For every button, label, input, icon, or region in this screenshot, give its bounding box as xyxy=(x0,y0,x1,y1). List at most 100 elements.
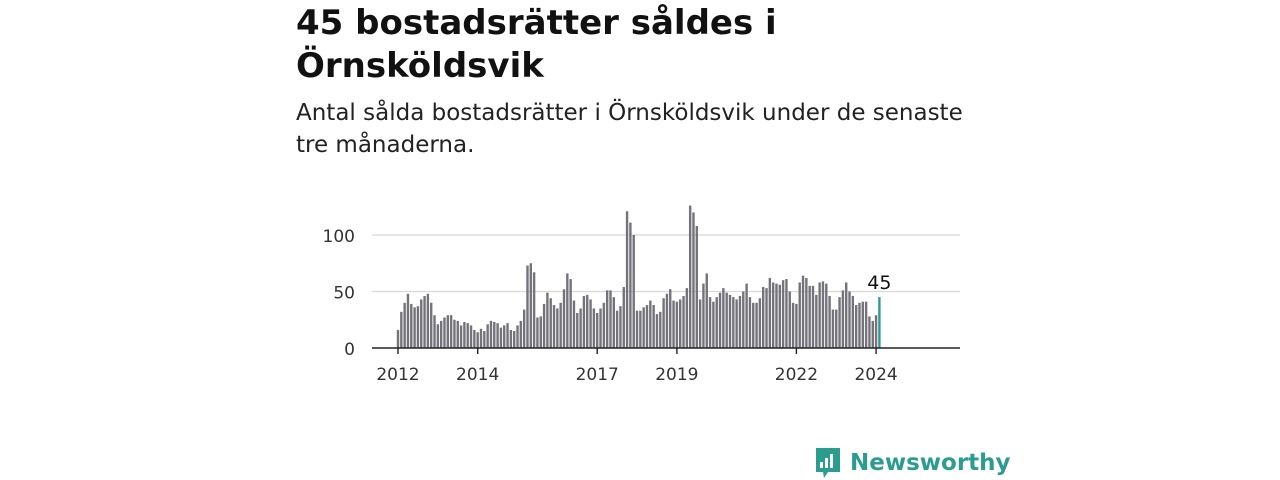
bar xyxy=(742,291,745,348)
newsworthy-logo[interactable]: Newsworthy xyxy=(814,446,1011,480)
bar xyxy=(679,299,682,348)
bar xyxy=(416,306,420,348)
bar xyxy=(748,297,752,348)
bar xyxy=(612,297,615,348)
bar xyxy=(752,302,755,348)
bar xyxy=(818,282,821,348)
bar xyxy=(446,315,449,348)
bar xyxy=(499,327,503,348)
bar xyxy=(423,296,426,348)
bar xyxy=(864,301,868,348)
bar xyxy=(821,281,825,348)
bar-highlight xyxy=(878,297,881,348)
bar xyxy=(841,290,845,348)
bar xyxy=(805,277,808,348)
bar xyxy=(473,329,476,348)
bar xyxy=(582,296,586,348)
bar xyxy=(516,325,519,348)
bar xyxy=(835,309,838,348)
bar xyxy=(828,296,831,348)
bar xyxy=(808,285,811,348)
bar xyxy=(615,310,619,348)
bar xyxy=(410,303,413,348)
bar xyxy=(579,308,582,348)
x-tick-label: 2024 xyxy=(854,365,897,385)
bar xyxy=(712,301,715,348)
bar xyxy=(655,314,659,348)
bar xyxy=(430,302,433,348)
bar xyxy=(546,292,549,348)
bar xyxy=(874,315,878,348)
bar xyxy=(815,294,818,348)
bar xyxy=(801,275,805,348)
bar xyxy=(745,283,748,348)
bar xyxy=(552,305,556,348)
bar xyxy=(420,299,423,348)
bar xyxy=(702,283,705,348)
bar xyxy=(725,292,728,348)
bar xyxy=(775,283,778,348)
bar-chart: 0 50 100 2012 2014 2017 2019 2022 2024 45 xyxy=(323,205,960,385)
bar xyxy=(503,325,506,348)
bar xyxy=(556,308,559,348)
bar xyxy=(682,296,685,348)
bar xyxy=(433,315,436,348)
bar xyxy=(675,301,679,348)
bar xyxy=(479,328,483,348)
bar xyxy=(755,302,758,348)
x-tick-label: 2014 xyxy=(456,365,499,385)
bar xyxy=(449,315,453,348)
bar xyxy=(602,302,606,348)
bar xyxy=(871,320,874,348)
bar xyxy=(605,290,609,348)
newsworthy-logo-icon xyxy=(816,448,840,478)
bar xyxy=(728,294,732,348)
bar xyxy=(788,291,791,348)
bar xyxy=(838,297,841,348)
bar xyxy=(642,307,645,348)
bar xyxy=(688,205,692,348)
bar xyxy=(738,296,742,348)
bar xyxy=(685,288,689,348)
y-axis-tick-labels: 0 50 100 xyxy=(323,227,355,360)
bar xyxy=(483,331,486,348)
bar xyxy=(493,322,496,348)
bar xyxy=(732,297,735,348)
bar xyxy=(632,235,635,348)
bar xyxy=(669,289,672,348)
bar xyxy=(566,273,569,348)
bar xyxy=(698,299,702,348)
bar xyxy=(798,282,801,348)
bar xyxy=(562,289,566,348)
bar xyxy=(532,272,536,348)
bar xyxy=(765,288,768,348)
bar xyxy=(771,282,775,348)
bar xyxy=(735,299,738,348)
bar xyxy=(762,286,765,348)
bar xyxy=(649,300,652,348)
bar xyxy=(768,277,772,348)
bar xyxy=(536,317,539,348)
bar xyxy=(825,283,828,348)
bar xyxy=(589,299,592,348)
bar xyxy=(715,297,718,348)
bar xyxy=(695,225,698,348)
x-tick-label: 2012 xyxy=(376,365,419,385)
bar xyxy=(513,331,516,348)
bar xyxy=(652,305,655,348)
last-value-label: 45 xyxy=(867,272,891,294)
bar xyxy=(639,310,642,348)
bar xyxy=(708,297,712,348)
y-tick-label: 0 xyxy=(344,340,355,360)
chart-subtitle: Antal sålda bostadsrätter i Örnsköldsvik… xyxy=(296,100,963,158)
bar xyxy=(609,290,612,348)
bar xyxy=(576,312,579,348)
bar xyxy=(400,311,403,348)
bar xyxy=(466,323,469,348)
bar xyxy=(476,332,479,348)
bar xyxy=(453,319,456,348)
bar xyxy=(758,298,762,348)
bar xyxy=(672,300,675,348)
bar xyxy=(868,316,871,348)
bar xyxy=(509,329,513,348)
